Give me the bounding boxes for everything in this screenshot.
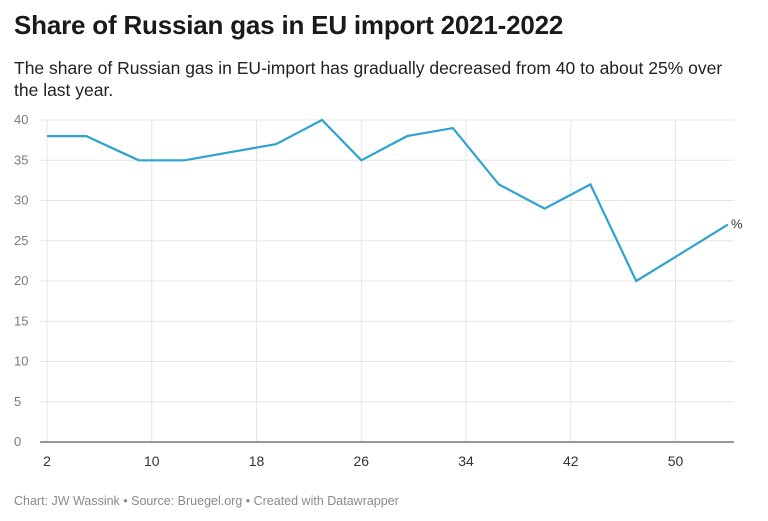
y-tick-label-30: 30	[14, 193, 28, 208]
y-tick-label-5: 5	[14, 394, 21, 409]
x-tick-label-50: 50	[668, 453, 684, 469]
grid-lines	[40, 119, 734, 442]
y-tick-label-20: 20	[14, 273, 28, 288]
y-tick-label-35: 35	[14, 152, 28, 167]
y-tick-label-15: 15	[14, 313, 28, 328]
x-axis-tick-labels: 2 10 18 26 34 42 50	[43, 453, 683, 469]
chart-title: Share of Russian gas in EU import 2021-2…	[14, 10, 564, 40]
y-tick-label-25: 25	[14, 233, 28, 248]
chart-credit: Chart: JW Wassink • Source: Bruegel.org …	[14, 494, 399, 508]
y-tick-label-40: 40	[14, 112, 28, 127]
x-tick-label-10: 10	[144, 453, 160, 469]
x-tick-label-42: 42	[563, 453, 579, 469]
series-line-0	[47, 118, 729, 283]
y-tick-label-0: 0	[14, 434, 21, 449]
x-tick-label-18: 18	[249, 453, 265, 469]
y-axis-tick-labels: 0 5 10 15 20 25 30 35 40	[14, 112, 28, 449]
x-tick-label-34: 34	[458, 453, 474, 469]
series-lines	[46, 118, 729, 283]
y-tick-label-10: 10	[14, 354, 28, 369]
x-tick-label-26: 26	[353, 453, 369, 469]
unit-label: %	[731, 217, 743, 232]
chart-subtitle: The share of Russian gas in EU-import ha…	[14, 58, 723, 100]
x-tick-label-2: 2	[43, 453, 51, 469]
